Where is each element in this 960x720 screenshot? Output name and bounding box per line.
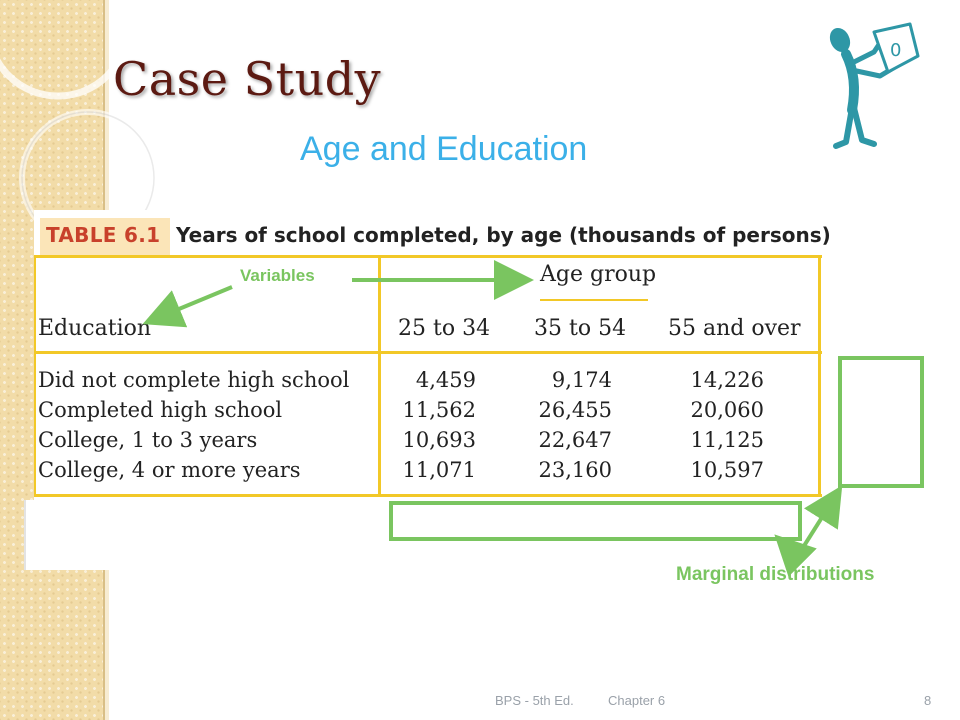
table-cell: 10,693	[402, 428, 476, 452]
slide-subtitle: Age and Education	[300, 130, 588, 168]
table-right-rule	[818, 255, 821, 497]
column-header: 35 to 54	[534, 316, 627, 341]
table-image	[34, 210, 826, 500]
table-label: TABLE 6.1	[46, 223, 161, 247]
table-label-box	[40, 218, 170, 256]
person-holding-sign-icon: 0	[829, 22, 920, 149]
table-cell: 11,562	[402, 398, 476, 422]
table-cell: 14,226	[690, 368, 764, 392]
table-top-rule	[36, 255, 822, 258]
footer-chapter: Chapter 6	[608, 693, 666, 708]
variables-annotation: Variables	[240, 266, 315, 285]
education-header: Education	[38, 316, 152, 341]
marginal-arrow-to-row	[795, 485, 843, 559]
row-label: College, 1 to 3 years	[38, 428, 258, 452]
age-group-underline	[540, 299, 648, 301]
row-label: Did not complete high school	[38, 368, 350, 392]
column-header: 55 and over	[668, 316, 801, 341]
table-left-rule	[34, 255, 36, 497]
table-cell: 22,647	[538, 428, 612, 452]
marginal-annotation: Marginal distributions	[676, 564, 875, 585]
table-cell: 11,125	[690, 428, 764, 452]
marginal-arrow-to-column	[774, 534, 817, 577]
table-divider-rule	[378, 255, 381, 497]
column-header: 25 to 34	[398, 316, 491, 341]
table-bottom-rule	[36, 494, 822, 497]
variables-arrow-left	[142, 285, 233, 328]
table-cell: 26,455	[538, 398, 612, 422]
table-cell: 23,160	[538, 458, 612, 482]
table-header-rule	[36, 351, 822, 354]
row-label: Completed high school	[38, 398, 283, 422]
svg-text:0: 0	[890, 40, 901, 61]
row-label: College, 4 or more years	[38, 458, 301, 482]
table-cell: 10,597	[690, 458, 764, 482]
table-cell: 9,174	[551, 368, 612, 392]
blank-margin-panel	[24, 500, 826, 570]
table-cell: 11,071	[402, 458, 476, 482]
page-number: 8	[924, 693, 932, 708]
row-marginal-box	[838, 356, 924, 488]
table-cell: 20,060	[690, 398, 764, 422]
age-group-header: Age group	[540, 262, 657, 287]
table-caption: Years of school completed, by age (thous…	[176, 223, 831, 247]
footer-source: BPS - 5th Ed.	[495, 693, 574, 708]
slide-title: Case Study	[113, 52, 382, 106]
table-cell: 4,459	[415, 368, 476, 392]
column-marginal-box	[389, 501, 802, 541]
